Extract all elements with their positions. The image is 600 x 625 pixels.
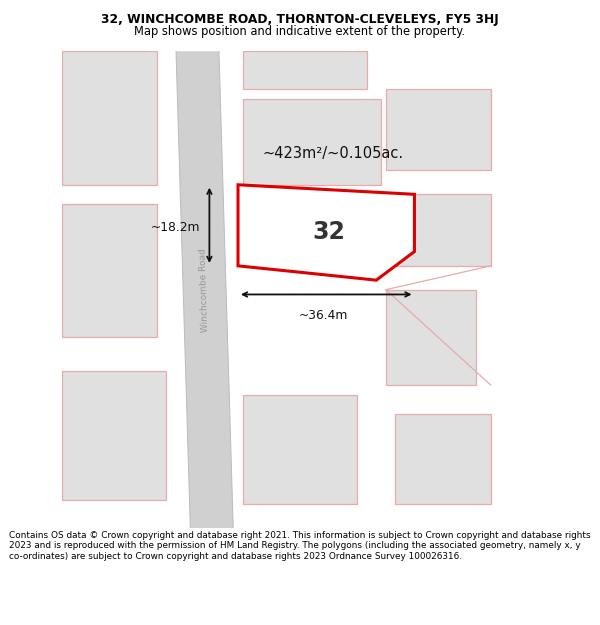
Polygon shape <box>395 414 491 504</box>
Polygon shape <box>62 204 157 338</box>
Polygon shape <box>243 99 381 185</box>
Polygon shape <box>62 51 157 185</box>
Text: Winchcombe Road: Winchcombe Road <box>199 248 211 332</box>
Text: 32, WINCHCOMBE ROAD, THORNTON-CLEVELEYS, FY5 3HJ: 32, WINCHCOMBE ROAD, THORNTON-CLEVELEYS,… <box>101 12 499 26</box>
Polygon shape <box>176 51 233 528</box>
Text: 32: 32 <box>312 221 345 244</box>
Polygon shape <box>386 290 476 385</box>
Text: ~18.2m: ~18.2m <box>151 221 200 234</box>
Text: ~423m²/~0.105ac.: ~423m²/~0.105ac. <box>263 146 404 161</box>
Polygon shape <box>243 394 357 504</box>
Text: Contains OS data © Crown copyright and database right 2021. This information is : Contains OS data © Crown copyright and d… <box>9 531 590 561</box>
Polygon shape <box>395 194 491 266</box>
Text: Map shows position and indicative extent of the property.: Map shows position and indicative extent… <box>134 26 466 39</box>
Polygon shape <box>386 89 491 171</box>
Text: ~36.4m: ~36.4m <box>299 309 349 322</box>
Polygon shape <box>238 185 415 280</box>
Polygon shape <box>62 371 166 499</box>
Polygon shape <box>243 51 367 89</box>
